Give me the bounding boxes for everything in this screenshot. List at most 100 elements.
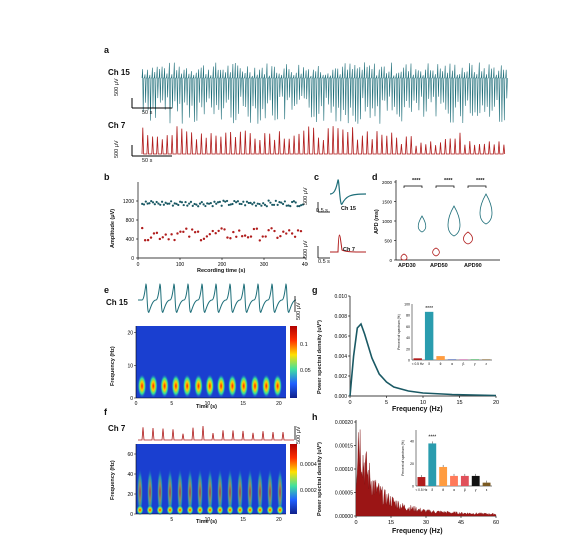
b-point-ch7 [235,235,238,238]
b-point-ch15 [209,201,212,205]
g-xtick-label: 20 [493,400,499,406]
b-ytick-label: 0 [131,256,134,262]
b-point-ch15 [269,201,272,204]
b-point-ch15 [186,204,189,207]
b-point-ch7 [226,236,229,239]
b-ytick-label: 1200 [123,199,134,205]
b-point-ch15 [160,200,164,203]
b-point-ch7 [214,232,217,235]
panel-a-scale-v2: 500 μV [114,140,120,158]
e-power-spot [239,374,249,398]
panel-a-ch7-label: Ch 7 [108,121,126,130]
f-power-band [247,468,253,516]
b-point-ch15 [155,200,158,204]
f-power-spot [146,505,154,515]
b-point-ch7 [155,231,159,235]
h-xtick-label: 15 [388,520,394,526]
b-point-ch15 [225,199,229,203]
f-power-spot [206,505,214,515]
b-point-ch7 [182,230,185,234]
b-point-ch15 [287,204,290,207]
b-point-ch7 [176,232,179,235]
panel-a-ch15-label: Ch 15 [108,68,130,77]
ch7-waveform [329,234,367,253]
panel-d-x1: APD30 [398,263,416,269]
b-point-ch15 [298,205,301,208]
panel-f-ch-label: Ch 7 [108,424,126,433]
f-power-band [197,468,203,516]
f-xtick: 15 [240,517,246,523]
b-point-ch15 [274,199,277,202]
panel-f-trace [138,426,296,441]
g-inset-ylabel: Percent of spectrum (%) [397,314,401,350]
g-ytick-label: 0.004 [334,354,347,360]
panel-c-ch7: Ch 7 [343,247,355,253]
g-inset-xtick: < 0.5 Hz [412,362,424,366]
panel-f-ylabel: Frequency (Hz) [110,460,116,500]
b-point-ch7 [223,228,226,231]
panel-c-scale-v2: 500 μV [303,240,309,258]
violin-apd30-ch15 [417,215,427,233]
e-power-spot [137,374,147,398]
h-inset-ylabel: Percent of spectrum (%) [401,440,405,476]
b-point-ch7 [161,236,164,239]
h-xtick-label: 30 [423,520,429,526]
g-xtick-label: 5 [385,400,388,406]
h-inset-bar [482,482,491,486]
b-xtick-label: 0 [137,262,140,268]
b-point-ch15 [159,203,162,206]
b-point-ch15 [151,201,155,204]
f-power-band [167,468,173,516]
violin-apd50-ch15 [447,205,461,237]
b-point-ch7 [258,239,261,242]
panel-d-sig-3: **** [476,178,485,184]
b-point-ch15 [253,201,256,204]
b-point-ch7 [149,236,153,239]
g-inset-ytick: 40 [406,336,410,340]
h-xtick-label: 60 [493,520,499,526]
f-power-spot [226,505,234,515]
b-point-ch7 [196,230,200,233]
e-power-spot [194,374,203,398]
panel-g-xlabel: Frequency (Hz) [392,406,443,413]
b-point-ch15 [150,200,153,203]
b-point-ch15 [204,204,207,208]
panel-e-colorbar [290,326,297,398]
h-inset-ytick: 20 [410,462,414,466]
f-ytick: 40 [127,472,133,478]
violin-apd90-ch15 [479,193,493,225]
b-point-ch15 [247,201,250,205]
g-inset-xtick: δ [428,362,430,366]
panel-g-ylabel: Power spectral density (uV²) [317,320,323,394]
f-power-spot [176,505,184,515]
f-power-spot [136,505,144,515]
b-point-ch7 [179,230,182,233]
panel-e-cbar-2: 0.05 [300,368,311,374]
e-power-spot [182,374,192,398]
g-ytick-label: 0.002 [334,374,347,380]
g-inset-bar [436,356,445,360]
b-point-ch7 [152,232,156,235]
b-point-ch7 [290,232,294,235]
b-point-ch15 [292,200,296,203]
b-point-ch15 [300,204,303,207]
panel-f-cbar-1: 0.0004 [300,462,317,468]
b-point-ch15 [260,204,263,207]
f-xtick: 5 [170,517,173,523]
e-power-spot [227,374,237,398]
panel-c-scale-v1: 500 μV [303,187,309,205]
f-power-band [207,468,213,516]
b-point-ch15 [254,204,258,207]
f-xtick: 20 [276,517,282,523]
f-power-spot [156,505,164,515]
h-inset-bar [439,466,448,486]
b-point-ch7 [220,227,223,230]
e-xtick: 20 [276,401,282,407]
g-inset-sig: **** [425,306,433,312]
b-point-ch15 [215,202,218,205]
h-ytick-label: 0.00005 [335,491,353,497]
b-point-ch15 [236,200,240,203]
f-power-band [257,468,263,516]
f-power-band [277,468,283,516]
panel-e-xlabel: Time (s) [196,404,217,410]
